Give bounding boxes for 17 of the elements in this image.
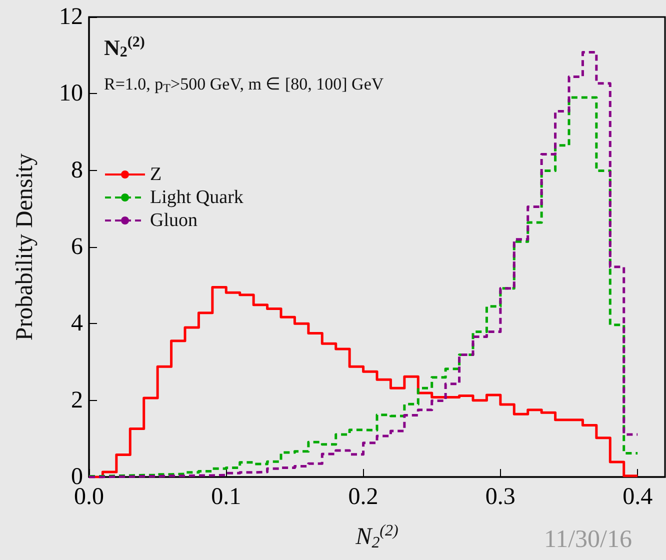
legend-label: Z	[150, 164, 162, 185]
x-tick-label: 0.2	[348, 484, 378, 510]
x-tick-label: 0.1	[211, 484, 242, 510]
y-tick-label: 12	[59, 4, 83, 30]
legend-label: Light Quark	[150, 187, 244, 208]
y-tick-label: 4	[71, 310, 83, 337]
y-tick-label: 8	[71, 157, 83, 184]
y-axis-title: Probability Density	[12, 153, 38, 341]
text: 11/30/16	[544, 526, 632, 553]
x-tick-label: 0.4	[622, 484, 653, 510]
legend-label: Gluon	[150, 210, 198, 231]
y-tick-label: 6	[71, 234, 83, 260]
y-tick-label: 2	[71, 387, 83, 414]
text: N2(2)	[104, 34, 145, 60]
x-tick-label: 0.3	[485, 484, 516, 510]
x-tick-label: 0.0	[74, 484, 104, 510]
y-tick-label: 10	[59, 80, 83, 107]
